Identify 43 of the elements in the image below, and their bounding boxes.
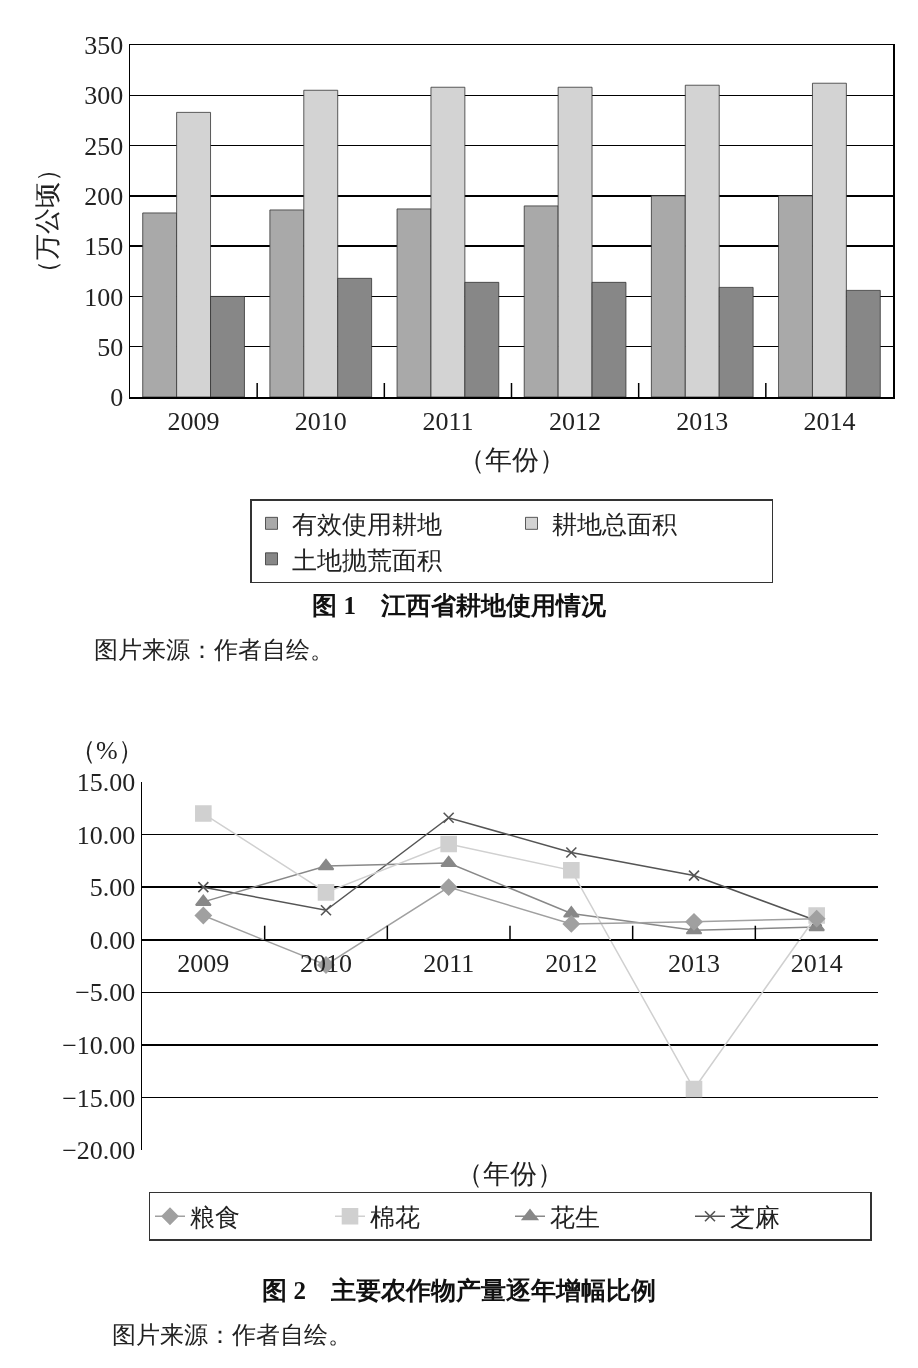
- y-tick-label: 250: [84, 131, 124, 161]
- y-tick-label: −5.00: [75, 978, 136, 1008]
- y-tick-label: 100: [84, 282, 124, 312]
- x-axis-title: （年份）: [458, 445, 566, 475]
- y-tick-label: 300: [84, 81, 124, 111]
- x-tick-label: 2012: [545, 949, 598, 979]
- legend-label: 土地抛荒面积: [291, 546, 442, 574]
- text: 图 1 江西省耕地使用情况: [312, 591, 607, 619]
- x-tick-label: 2009: [177, 949, 230, 979]
- x-tick-label: 2011: [423, 949, 475, 979]
- y-tick-label: 50: [97, 332, 124, 362]
- x-tick-label: 2012: [549, 406, 602, 436]
- x-tick-label: 2010: [294, 406, 347, 436]
- y-tick-label: 10.00: [76, 820, 136, 850]
- y-tick-label: −10.00: [62, 1030, 136, 1060]
- x-tick-label: 2014: [790, 949, 843, 979]
- x-axis-title: （年份）: [456, 1159, 564, 1189]
- legend-label: 花生: [550, 1203, 600, 1231]
- x-tick-label: 2014: [803, 406, 856, 436]
- text: 图片来源：作者自绘。: [94, 637, 334, 663]
- legend-label: 粮食: [190, 1203, 240, 1231]
- x-tick-label: 2013: [668, 949, 720, 979]
- text: 图 2 主要农作物产量逐年增幅比例: [262, 1276, 656, 1304]
- legend-label: 有效使用耕地: [291, 511, 442, 539]
- x-tick-label: 2009: [167, 406, 220, 436]
- y-axis-title: （%）: [70, 736, 144, 765]
- legend-label: 芝麻: [730, 1203, 780, 1231]
- text: 图片来源：作者自绘。: [112, 1322, 352, 1348]
- legend-label: 棉花: [370, 1203, 420, 1231]
- y-tick-label: 15.00: [76, 768, 136, 798]
- y-tick-label: 200: [84, 181, 124, 211]
- x-tick-label: 2011: [422, 406, 474, 436]
- y-tick-label: 150: [84, 232, 124, 262]
- y-tick-label: 0.00: [89, 925, 136, 955]
- legend-label: 耕地总面积: [551, 511, 677, 539]
- x-tick-label: 2013: [676, 406, 729, 436]
- y-tick-label: 0: [110, 383, 124, 413]
- y-tick-label: −15.00: [62, 1083, 136, 1113]
- y-tick-label: −20.00: [62, 1136, 136, 1166]
- x-tick-label: 2010: [300, 949, 352, 979]
- y-tick-label: 350: [84, 31, 124, 61]
- y-axis-title: （万公顷）: [33, 156, 63, 287]
- y-tick-label: 5.00: [89, 873, 136, 903]
